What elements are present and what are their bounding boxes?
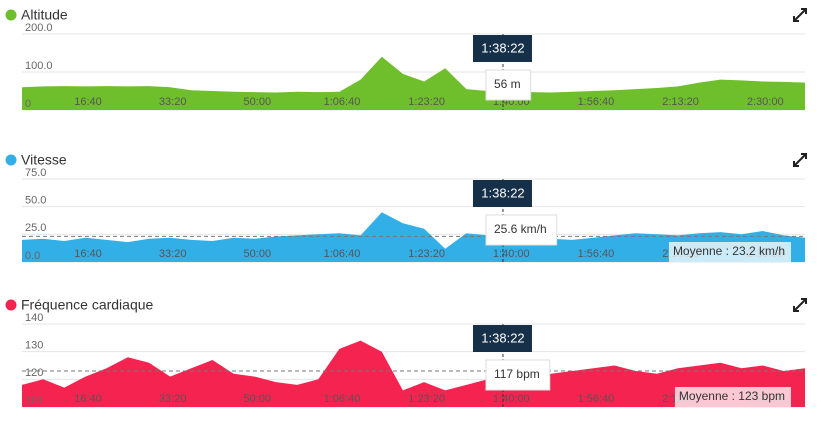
x-tick-label: 1:23:20 <box>408 248 445 260</box>
y-tick-label: 110 <box>25 395 43 407</box>
area <box>22 56 805 110</box>
chart-panel: Vitesse 0.0 25.0 50.0 75.0 16:40 33:20 50:00 1:0… <box>5 152 807 263</box>
y-tick-label: 140 <box>25 312 43 324</box>
y-tick-label: 200.0 <box>25 22 53 34</box>
area <box>22 340 805 407</box>
expand-arrows <box>793 153 807 167</box>
chart-title[interactable]: Vitesse <box>21 152 67 168</box>
tooltip-box <box>485 214 558 246</box>
chart-panel: Fréquence cardiaque 110 120 130 140 16:40 33:2… <box>5 297 807 408</box>
cursor-label: 1:38:22 <box>481 185 524 200</box>
average-label-box <box>668 242 791 262</box>
tooltip-value: 25.6 km/h <box>494 222 547 236</box>
y-tick-label: 120 <box>25 367 43 379</box>
x-tick-label: 1:56:40 <box>578 96 615 108</box>
x-tick-label: 50:00 <box>244 96 272 108</box>
x-tick-label: 1:40:00 <box>493 248 530 260</box>
cursor-label-box <box>472 180 532 207</box>
chart-title[interactable]: Altitude <box>21 7 68 23</box>
x-tick-label: 16:40 <box>74 248 102 260</box>
x-tick-label: 33:20 <box>159 96 187 108</box>
expand-arrows <box>793 8 807 22</box>
cursor-label-box <box>472 325 532 352</box>
x-tick-label: 33:20 <box>159 393 187 405</box>
cursor-label: 1:38:22 <box>481 40 524 55</box>
x-tick-label: 16:40 <box>74 393 102 405</box>
cursor-label: 1:38:22 <box>481 330 524 345</box>
expand-icon[interactable] <box>793 298 807 312</box>
x-tick-label: 1:06:40 <box>324 248 361 260</box>
y-tick-label: 130 <box>25 340 43 352</box>
tooltip-value: 56 m <box>494 77 521 91</box>
legend-dot[interactable] <box>5 299 17 311</box>
legend-dot[interactable] <box>5 9 17 21</box>
y-tick-label: 0.0 <box>25 250 40 262</box>
average-label-box <box>674 387 791 407</box>
chart-panel: Altitude 0 100.0 200.0 16:40 33:20 50:00 1:06:4… <box>5 7 807 111</box>
x-tick-label: 16:40 <box>74 96 102 108</box>
expand-icon[interactable] <box>793 8 807 22</box>
y-tick-label: 50.0 <box>25 195 46 207</box>
area <box>22 212 805 262</box>
y-tick-label: 0 <box>25 98 31 110</box>
x-tick-label: 1:23:20 <box>408 393 445 405</box>
x-tick-label: 2:13:20 <box>662 96 699 108</box>
x-tick-label: 1:56:40 <box>578 393 615 405</box>
cursor-label-box <box>472 35 532 62</box>
y-tick-label: 75.0 <box>25 167 46 179</box>
y-tick-label: 25.0 <box>25 222 46 234</box>
x-tick-label: 2:30:00 <box>747 96 784 108</box>
x-tick-label: 1:23:20 <box>408 96 445 108</box>
average-label: Moyenne : 23.2 km/h <box>673 244 785 258</box>
tooltip-value: 117 bpm <box>494 367 540 381</box>
y-tick-label: 100.0 <box>25 60 53 72</box>
x-tick-label: 50:00 <box>244 393 272 405</box>
x-tick-label: 1:56:40 <box>578 248 615 260</box>
chart-title[interactable]: Fréquence cardiaque <box>21 297 154 313</box>
x-tick-label: 1:06:40 <box>324 96 361 108</box>
expand-icon[interactable] <box>793 153 807 167</box>
x-tick-label: 1:06:40 <box>324 393 361 405</box>
x-tick-label: 33:20 <box>159 248 187 260</box>
x-tick-label: 50:00 <box>244 248 272 260</box>
tooltip-box <box>485 69 532 101</box>
legend-dot[interactable] <box>5 154 17 166</box>
expand-arrows <box>793 298 807 312</box>
x-tick-label: 1:40:00 <box>493 393 530 405</box>
tooltip-box <box>485 359 551 391</box>
average-label: Moyenne : 123 bpm <box>679 389 785 403</box>
